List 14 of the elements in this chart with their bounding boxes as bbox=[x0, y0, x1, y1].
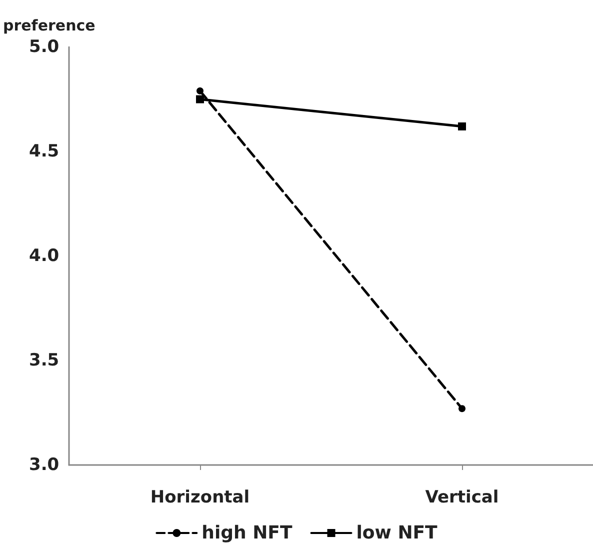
point bbox=[458, 122, 466, 130]
x-tick-label: Horizontal bbox=[150, 488, 250, 508]
y-tick-label: 5.0 bbox=[29, 37, 60, 57]
y-tick-label: 3.0 bbox=[29, 455, 60, 475]
legend-label: low NFT bbox=[356, 522, 438, 544]
y-tick-label: 4.5 bbox=[29, 142, 60, 162]
x-tick-label: Vertical bbox=[425, 488, 499, 508]
point bbox=[458, 405, 466, 412]
point bbox=[196, 95, 204, 104]
y-tick-label: 4.0 bbox=[29, 246, 60, 266]
y-tick-label: 3.5 bbox=[29, 350, 60, 370]
legend-label: high NFT bbox=[202, 522, 293, 544]
point bbox=[196, 87, 204, 94]
y-axis-title: preference bbox=[3, 16, 96, 34]
